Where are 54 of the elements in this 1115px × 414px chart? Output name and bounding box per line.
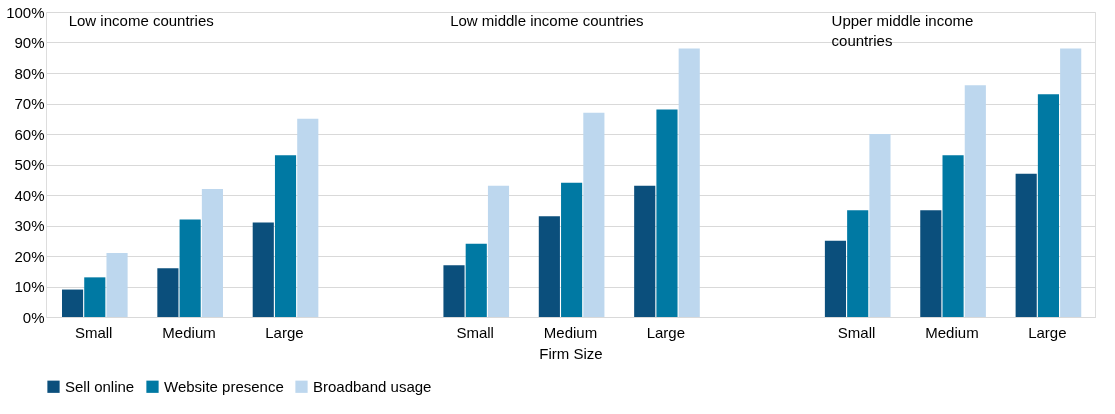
x-tick-label: Small <box>456 323 494 341</box>
y-tick-label: 60% <box>14 125 45 143</box>
x-tick-label: Medium <box>925 323 979 341</box>
bar <box>274 155 297 317</box>
bar <box>869 134 891 317</box>
y-tick-label: 30% <box>14 217 45 234</box>
annotation: Low income countries <box>68 12 214 30</box>
bar <box>252 222 274 317</box>
annotation: Low middle income countries <box>450 12 644 30</box>
x-tick-label: Large <box>646 323 686 341</box>
bar <box>487 185 510 317</box>
x-tick-label: Small <box>74 323 113 341</box>
bar <box>1060 48 1082 317</box>
bar <box>942 155 964 317</box>
x-tick-label: Medium <box>162 323 216 341</box>
y-tick-label: 50% <box>14 156 45 173</box>
legend-label: Website presence <box>164 377 284 395</box>
bar <box>443 265 465 317</box>
bar <box>1015 173 1037 317</box>
bar <box>1037 94 1059 317</box>
bar <box>920 210 942 317</box>
annotation: Upper middle income countries <box>831 12 974 50</box>
y-tick-label: 100% <box>6 3 45 21</box>
bar <box>847 210 869 317</box>
bar <box>297 118 319 317</box>
y-tick-label: 20% <box>14 247 45 265</box>
bar <box>656 109 678 317</box>
bar <box>157 268 179 317</box>
legend-label: Sell online <box>65 377 135 395</box>
bar <box>964 85 986 317</box>
x-tick-label: Medium <box>543 323 598 341</box>
x-tick-label: Large <box>1028 323 1067 341</box>
y-tick-label: 40% <box>14 186 45 204</box>
y-tick-label: 90% <box>14 34 45 51</box>
y-tick-label: 70% <box>14 95 45 112</box>
bar <box>84 277 106 317</box>
bar <box>824 240 847 317</box>
x-tick-label: Large <box>265 323 304 341</box>
bar <box>179 219 201 317</box>
y-tick-label: 0% <box>22 308 45 326</box>
bar <box>61 289 84 317</box>
bar <box>561 182 583 317</box>
x-tick-label: Small <box>837 323 876 341</box>
y-tick-label: 80% <box>14 64 45 82</box>
bar <box>538 216 560 317</box>
y-tick-label: 10% <box>14 278 45 295</box>
bar <box>583 112 605 317</box>
bar <box>106 252 128 317</box>
bar <box>465 243 487 317</box>
legend-label: Broadband usage <box>313 377 432 395</box>
bar <box>634 185 656 317</box>
x-axis-title: Firm Size <box>539 344 603 362</box>
bar <box>678 48 700 317</box>
bar <box>201 188 223 317</box>
